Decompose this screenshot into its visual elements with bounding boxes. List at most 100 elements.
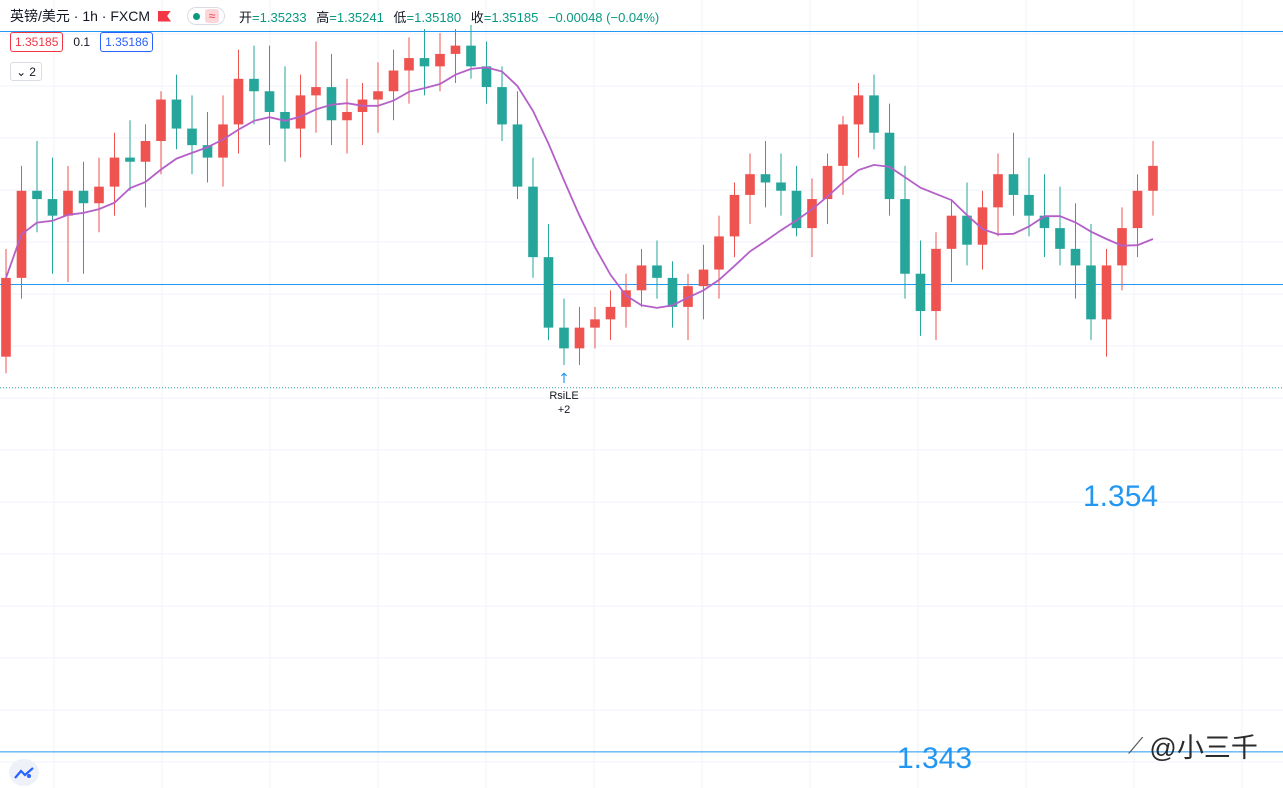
- candle-body: [1101, 265, 1112, 320]
- candle-body: [962, 215, 972, 245]
- candle-body: [822, 165, 833, 200]
- close-key: 收: [470, 9, 484, 25]
- trade-panel: 1.35185 0.1 1.35186: [10, 32, 154, 52]
- candle-body: [63, 190, 73, 216]
- candle-body: [791, 190, 802, 229]
- low-value: =1.35180: [406, 9, 462, 25]
- open-value: =1.35233: [252, 9, 307, 25]
- candle-body: [915, 273, 926, 312]
- candle-body: [714, 236, 724, 270]
- candle-body: [1024, 194, 1034, 216]
- candle-body: [326, 87, 337, 121]
- candle-body: [125, 157, 135, 162]
- symbol-title[interactable]: 英镑/美元 · 1h · FXCM: [10, 8, 151, 24]
- candle-body: [47, 199, 58, 216]
- candle-body: [853, 95, 864, 125]
- candle-body: [295, 95, 306, 129]
- candle-body: [543, 257, 554, 328]
- market-status[interactable]: ≈: [187, 7, 226, 25]
- candle-body: [636, 265, 647, 291]
- tradingview-logo-icon[interactable]: [9, 759, 39, 786]
- high-key: 高: [316, 9, 330, 25]
- lower-annotation: 1.343: [897, 742, 973, 775]
- candle-body: [202, 145, 213, 158]
- candle-body: [977, 207, 988, 245]
- upper-annotation: 1.354: [1083, 480, 1159, 513]
- candle-body: [1086, 265, 1096, 320]
- candle-body: [78, 190, 89, 204]
- candle-body: [1055, 228, 1065, 249]
- chart-legend: 英镑/美元 · 1h · FXCM ≈ 开=1.35233 高=1.35241 …: [10, 6, 665, 26]
- candle-body: [32, 190, 42, 200]
- candle-body: [171, 99, 182, 129]
- candles: ↑ RsiLE +2: [1, 24, 1158, 416]
- candle-body: [342, 111, 352, 121]
- candle-body: [140, 141, 151, 162]
- candle-body: [590, 319, 600, 328]
- candle-body: [373, 91, 383, 100]
- high-value: =1.35241: [329, 9, 384, 25]
- candle-body: [1117, 228, 1127, 266]
- indicator-count: 2: [29, 64, 36, 79]
- candle-body: [574, 327, 585, 349]
- candle-body: [1132, 190, 1143, 229]
- candle-body: [652, 265, 662, 278]
- candle-body: [466, 45, 476, 67]
- candle-body: [311, 87, 321, 96]
- candle-body: [667, 277, 678, 307]
- candle-body: [512, 124, 523, 187]
- candle-body: [109, 157, 120, 187]
- candle-body: [481, 66, 492, 88]
- candle-body: [869, 95, 879, 133]
- moving-average-line: [5, 66, 1154, 309]
- chevron-down-icon: ⌄: [16, 64, 27, 79]
- candle-body: [1039, 215, 1050, 229]
- candle-body: [1, 277, 11, 357]
- candle-body: [94, 186, 104, 204]
- candle-body: [497, 87, 507, 125]
- candle-body: [450, 45, 461, 54]
- candle-body: [900, 199, 910, 274]
- candle-body: [233, 78, 244, 125]
- candle-body: [683, 286, 693, 307]
- buy-button[interactable]: 1.35186: [100, 32, 154, 52]
- candle-body: [264, 91, 275, 112]
- candle-body: [776, 182, 786, 191]
- candle-body: [1008, 174, 1019, 195]
- candle-body: [1070, 248, 1081, 266]
- candle-body: [807, 199, 817, 229]
- candle-body: [621, 290, 631, 307]
- sell-button[interactable]: 1.35185: [10, 32, 64, 52]
- candle-body: [993, 174, 1003, 208]
- flag-icon[interactable]: [158, 10, 172, 22]
- candle-body: [388, 70, 399, 92]
- candle-body: [404, 58, 414, 71]
- candle-body: [760, 174, 771, 183]
- candle-body: [838, 124, 848, 166]
- watermark: ⟋ @小三千: [1128, 726, 1258, 765]
- watermark-text: @小三千: [1149, 733, 1258, 763]
- change-value: −0.00048 (−0.04%): [547, 9, 660, 25]
- candle-body: [218, 124, 228, 158]
- candle-body: [528, 186, 538, 258]
- candle-body: [249, 78, 259, 92]
- status-dot-icon: [193, 12, 201, 20]
- open-key: 开: [239, 9, 253, 25]
- candle-body: [187, 128, 197, 146]
- spread-label: 0.1: [73, 35, 91, 49]
- ohlc-values: 开=1.35233 高=1.35241 低=1.35180 收=1.35185 …: [239, 7, 665, 26]
- candle-body: [745, 174, 755, 195]
- candle-body: [605, 306, 616, 320]
- candle-body: [419, 58, 430, 67]
- indicators-toggle[interactable]: ⌄ 2: [10, 62, 42, 81]
- low-key: 低: [393, 9, 407, 25]
- candle-body: [559, 327, 569, 349]
- candle-body: [884, 132, 895, 200]
- signal-arrow-icon: ↑: [558, 371, 570, 387]
- close-value: =1.35185: [483, 9, 539, 25]
- logo-icon: ⟋: [1128, 732, 1144, 758]
- candle-body: [435, 53, 445, 67]
- candle-body: [1148, 165, 1158, 191]
- candle-body: [729, 194, 740, 237]
